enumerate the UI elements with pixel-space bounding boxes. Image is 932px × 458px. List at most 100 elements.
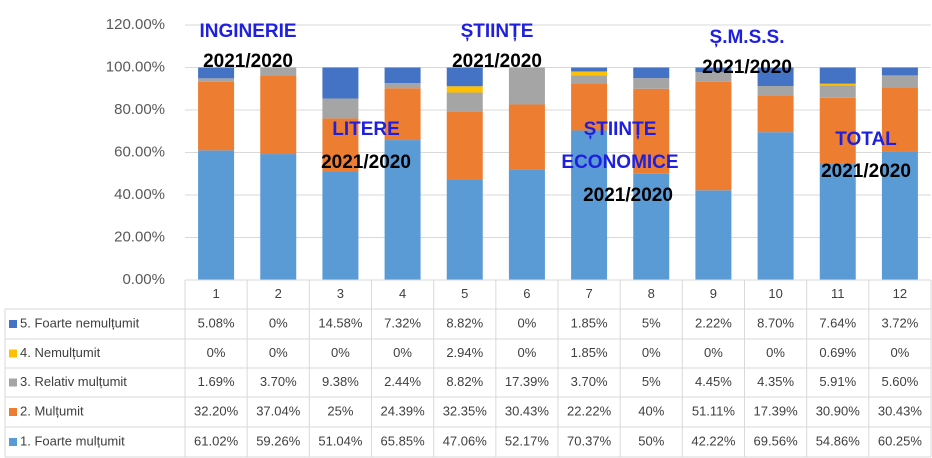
y-tick-label: 40.00% — [114, 186, 165, 203]
table-value: 1.85% — [571, 315, 608, 330]
y-tick-label: 0.00% — [122, 271, 165, 288]
bar-segment — [198, 67, 235, 79]
table-value: 47.06% — [443, 433, 488, 448]
annotation: Ș.M.S.S. — [710, 27, 785, 48]
bar-segment — [571, 67, 608, 72]
bar-segment — [260, 67, 297, 76]
table-value: 25% — [327, 403, 353, 418]
x-tick-label: 12 — [893, 286, 907, 301]
x-tick-label: 8 — [648, 286, 655, 301]
legend-swatch — [9, 320, 17, 328]
table-value: 0% — [269, 345, 288, 360]
bar-segment — [881, 87, 918, 152]
bar-segment — [384, 83, 421, 89]
y-tick-label: 60.00% — [114, 143, 165, 160]
annotation: ȘTIINȚE — [461, 21, 534, 42]
table-value: 0% — [207, 345, 226, 360]
table-value: 52.17% — [505, 433, 550, 448]
table-value: 5.60% — [881, 374, 918, 389]
table-value: 0% — [766, 345, 785, 360]
x-tick-label: 5 — [461, 286, 468, 301]
bar-segment — [881, 67, 918, 76]
table-value: 0% — [891, 345, 910, 360]
table-value: 51.11% — [692, 403, 736, 418]
table-value: 69.56% — [754, 433, 799, 448]
bar-segment — [633, 67, 670, 79]
table-value: 8.82% — [446, 315, 483, 330]
bar-segment — [757, 95, 794, 133]
bar-segment — [198, 81, 235, 151]
bar-segment — [508, 104, 545, 170]
bar-segment — [322, 118, 359, 172]
table-value: 2.22% — [695, 315, 732, 330]
bar-segment — [508, 169, 545, 280]
bar-segment — [881, 75, 918, 88]
table-value: 0% — [704, 345, 723, 360]
bar-segment — [881, 151, 918, 280]
table-value: 3.70% — [260, 374, 297, 389]
table-value: 24.39% — [381, 403, 426, 418]
table-value: 60.25% — [878, 433, 923, 448]
bar-segment — [260, 154, 297, 280]
table-value: 54.86% — [816, 433, 861, 448]
table-value: 5% — [642, 315, 661, 330]
annotation: 2021/2020 — [321, 152, 411, 173]
y-tick-label: 120.00% — [106, 16, 165, 33]
bar-segment — [633, 88, 670, 174]
table-value: 30.90% — [816, 403, 861, 418]
bar-segment — [571, 83, 608, 131]
annotation: 2021/2020 — [583, 185, 673, 206]
table-value: 0% — [518, 345, 537, 360]
table-value: 5.91% — [819, 374, 856, 389]
x-tick-label: 11 — [831, 286, 845, 301]
table-value: 14.58% — [318, 315, 363, 330]
table-value: 40% — [638, 403, 664, 418]
bar-segment — [819, 163, 856, 280]
bar-segment — [633, 173, 670, 280]
y-tick-label: 100.00% — [106, 58, 165, 75]
bar-segment — [633, 78, 670, 89]
bar-segment — [322, 98, 359, 119]
bar-segment — [571, 71, 608, 76]
bar-segment — [198, 78, 235, 82]
table-value: 7.32% — [384, 315, 421, 330]
bar-segment — [384, 88, 421, 141]
table-value: 32.35% — [443, 403, 488, 418]
bar-segment — [819, 97, 856, 164]
table-value: 17.39% — [505, 374, 550, 389]
bar-segment — [508, 67, 545, 105]
table-value: 8.82% — [446, 374, 483, 389]
x-tick-label: 9 — [710, 286, 717, 301]
legend-swatch — [9, 408, 17, 416]
table-value: 5% — [642, 374, 661, 389]
table-value: 59.26% — [256, 433, 301, 448]
legend-label: 5. Foarte nemulțumit — [20, 315, 140, 330]
legend-swatch — [9, 378, 17, 387]
annotation: ECONOMICE — [561, 152, 678, 173]
x-tick-label: 10 — [768, 286, 782, 301]
table-value: 42.22% — [691, 433, 736, 448]
table-value: 37.04% — [256, 403, 301, 418]
annotation: 2021/2020 — [702, 57, 792, 78]
x-tick-label: 3 — [337, 286, 344, 301]
table-value: 50% — [638, 433, 664, 448]
table-value: 2.44% — [384, 374, 421, 389]
annotation: TOTAL — [835, 129, 897, 150]
table-value: 5.08% — [198, 315, 235, 330]
table-value: 0% — [331, 345, 350, 360]
table-value: 70.37% — [567, 433, 612, 448]
bar-segment — [384, 67, 421, 84]
legend-swatch — [9, 438, 17, 446]
legend-label: 1. Foarte mulțumit — [20, 433, 125, 448]
table-value: 3.72% — [881, 315, 918, 330]
x-tick-label: 1 — [212, 286, 219, 301]
table-value: 65.85% — [381, 433, 426, 448]
bar-segment — [695, 81, 732, 191]
bar-segment — [819, 67, 856, 84]
bar-segment — [695, 190, 732, 280]
bar-segment — [819, 85, 856, 98]
bar-segment — [446, 92, 483, 112]
bar-segment — [322, 171, 359, 280]
annotation: 2021/2020 — [203, 51, 293, 72]
